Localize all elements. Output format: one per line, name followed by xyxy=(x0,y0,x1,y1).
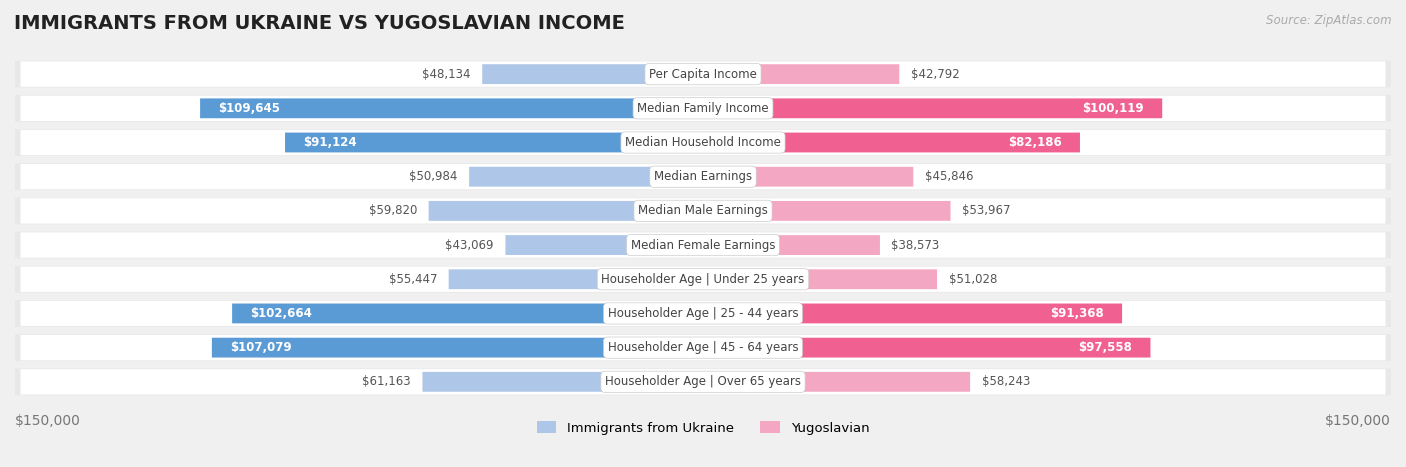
FancyBboxPatch shape xyxy=(703,235,880,255)
Text: $91,368: $91,368 xyxy=(1050,307,1104,320)
FancyBboxPatch shape xyxy=(429,201,703,221)
Text: $150,000: $150,000 xyxy=(15,414,82,428)
FancyBboxPatch shape xyxy=(15,266,1391,293)
Text: $150,000: $150,000 xyxy=(1324,414,1391,428)
FancyBboxPatch shape xyxy=(703,99,1163,118)
FancyBboxPatch shape xyxy=(21,301,1385,326)
FancyBboxPatch shape xyxy=(15,95,1391,121)
FancyBboxPatch shape xyxy=(703,201,950,221)
Text: $109,645: $109,645 xyxy=(218,102,280,115)
Text: $97,558: $97,558 xyxy=(1078,341,1132,354)
FancyBboxPatch shape xyxy=(200,99,703,118)
FancyBboxPatch shape xyxy=(21,62,1385,87)
Text: $61,163: $61,163 xyxy=(363,375,411,389)
Text: $50,984: $50,984 xyxy=(409,170,458,183)
Text: $100,119: $100,119 xyxy=(1083,102,1144,115)
Text: $48,134: $48,134 xyxy=(422,68,471,81)
Text: $58,243: $58,243 xyxy=(981,375,1031,389)
Text: Source: ZipAtlas.com: Source: ZipAtlas.com xyxy=(1267,14,1392,27)
Text: $43,069: $43,069 xyxy=(446,239,494,252)
FancyBboxPatch shape xyxy=(21,267,1385,292)
Text: $45,846: $45,846 xyxy=(925,170,973,183)
FancyBboxPatch shape xyxy=(703,64,900,84)
FancyBboxPatch shape xyxy=(703,304,1122,323)
FancyBboxPatch shape xyxy=(482,64,703,84)
FancyBboxPatch shape xyxy=(470,167,703,187)
FancyBboxPatch shape xyxy=(15,163,1391,190)
Text: $53,967: $53,967 xyxy=(962,205,1011,217)
Text: Householder Age | Under 25 years: Householder Age | Under 25 years xyxy=(602,273,804,286)
Text: Per Capita Income: Per Capita Income xyxy=(650,68,756,81)
Text: $59,820: $59,820 xyxy=(368,205,418,217)
Legend: Immigrants from Ukraine, Yugoslavian: Immigrants from Ukraine, Yugoslavian xyxy=(531,416,875,440)
FancyBboxPatch shape xyxy=(15,300,1391,327)
FancyBboxPatch shape xyxy=(449,269,703,289)
Text: Median Household Income: Median Household Income xyxy=(626,136,780,149)
FancyBboxPatch shape xyxy=(703,133,1080,152)
Text: $102,664: $102,664 xyxy=(250,307,312,320)
Text: IMMIGRANTS FROM UKRAINE VS YUGOSLAVIAN INCOME: IMMIGRANTS FROM UKRAINE VS YUGOSLAVIAN I… xyxy=(14,14,624,33)
FancyBboxPatch shape xyxy=(21,369,1385,395)
Text: $55,447: $55,447 xyxy=(388,273,437,286)
FancyBboxPatch shape xyxy=(15,61,1391,87)
Text: Householder Age | Over 65 years: Householder Age | Over 65 years xyxy=(605,375,801,389)
Text: $42,792: $42,792 xyxy=(911,68,959,81)
FancyBboxPatch shape xyxy=(15,198,1391,224)
Text: Median Female Earnings: Median Female Earnings xyxy=(631,239,775,252)
FancyBboxPatch shape xyxy=(703,167,914,187)
FancyBboxPatch shape xyxy=(15,232,1391,258)
Text: Median Male Earnings: Median Male Earnings xyxy=(638,205,768,217)
FancyBboxPatch shape xyxy=(703,338,1150,358)
FancyBboxPatch shape xyxy=(422,372,703,392)
FancyBboxPatch shape xyxy=(212,338,703,358)
FancyBboxPatch shape xyxy=(703,372,970,392)
FancyBboxPatch shape xyxy=(15,334,1391,361)
Text: Median Earnings: Median Earnings xyxy=(654,170,752,183)
FancyBboxPatch shape xyxy=(21,164,1385,189)
Text: Householder Age | 25 - 44 years: Householder Age | 25 - 44 years xyxy=(607,307,799,320)
FancyBboxPatch shape xyxy=(232,304,703,323)
FancyBboxPatch shape xyxy=(505,235,703,255)
FancyBboxPatch shape xyxy=(21,198,1385,224)
Text: $51,028: $51,028 xyxy=(949,273,997,286)
FancyBboxPatch shape xyxy=(285,133,703,152)
Text: $107,079: $107,079 xyxy=(231,341,292,354)
FancyBboxPatch shape xyxy=(703,269,936,289)
FancyBboxPatch shape xyxy=(21,96,1385,121)
FancyBboxPatch shape xyxy=(15,129,1391,156)
Text: Median Family Income: Median Family Income xyxy=(637,102,769,115)
FancyBboxPatch shape xyxy=(15,368,1391,395)
FancyBboxPatch shape xyxy=(21,233,1385,258)
Text: $38,573: $38,573 xyxy=(891,239,939,252)
Text: $82,186: $82,186 xyxy=(1008,136,1062,149)
Text: Householder Age | 45 - 64 years: Householder Age | 45 - 64 years xyxy=(607,341,799,354)
FancyBboxPatch shape xyxy=(21,335,1385,360)
Text: $91,124: $91,124 xyxy=(304,136,357,149)
FancyBboxPatch shape xyxy=(21,130,1385,155)
